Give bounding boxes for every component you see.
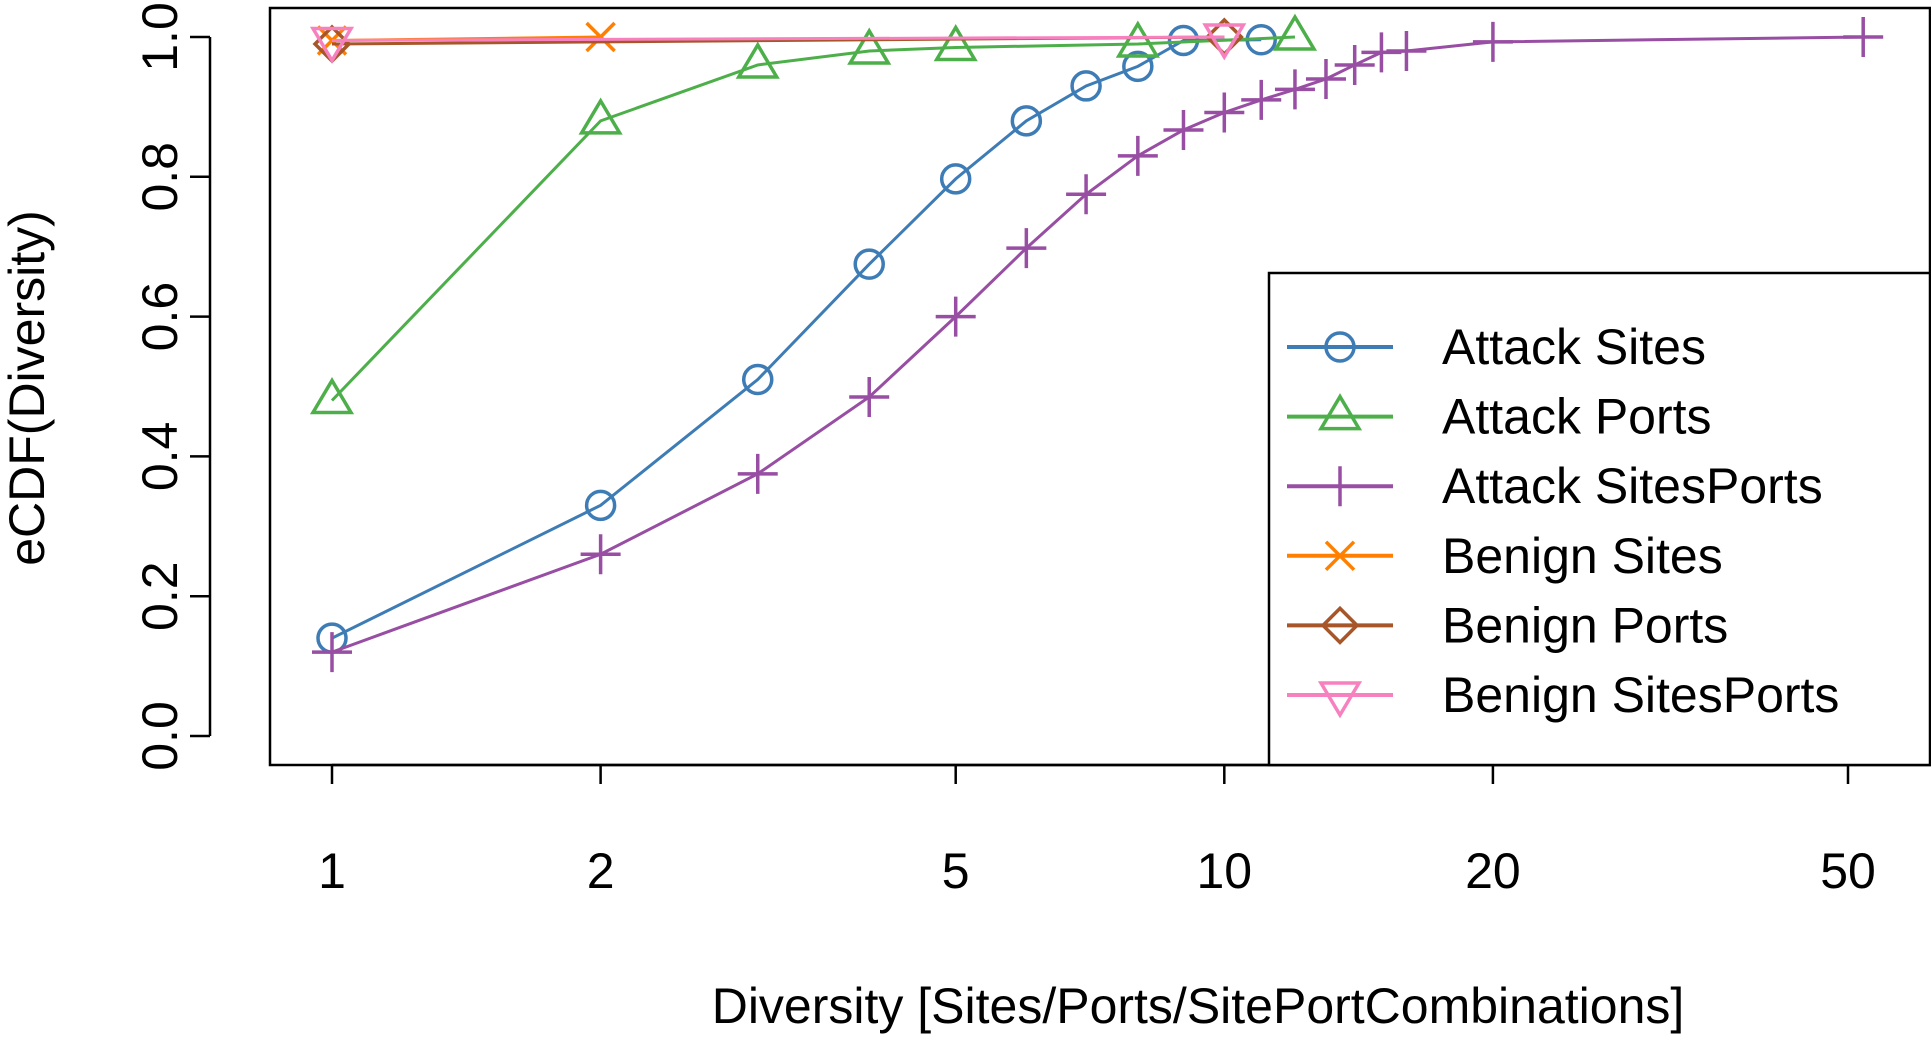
data-point-attack-sitesports <box>1274 69 1315 110</box>
x-tick-label: 1 <box>318 843 346 899</box>
data-point-attack-sitesports <box>312 632 352 673</box>
legend-label: Attack Ports <box>1442 389 1712 445</box>
legend-item-attack-sites: Attack Sites <box>1287 319 1706 375</box>
legend-item-benign-ports: Benign Ports <box>1287 597 1728 653</box>
legend: Attack Sites Attack Ports Attack SitesPort… <box>1267 271 1931 767</box>
data-point-attack-sites <box>939 163 972 195</box>
legend-marker <box>1324 331 1356 363</box>
legend-label: Benign Ports <box>1442 597 1728 653</box>
data-point-attack-sitesports <box>1117 135 1158 176</box>
legend-label: Benign SitesPorts <box>1442 667 1839 723</box>
data-point-benign-sitesports <box>309 26 355 64</box>
data-point-attack-sites <box>853 248 885 280</box>
y-tick-label: 0.2 <box>132 561 188 631</box>
legend-marker <box>1324 540 1356 572</box>
data-point-attack-ports <box>578 97 623 135</box>
legend-marker <box>1317 393 1363 431</box>
data-point-attack-ports <box>1115 20 1160 58</box>
y-tick-label: 0.6 <box>132 282 188 352</box>
series-line-attack-sites <box>331 38 1262 640</box>
y-axis-label: eCDF(Diversity) <box>0 210 55 566</box>
x-tick-label: 5 <box>942 843 970 899</box>
data-point-attack-sitesports <box>1305 58 1346 99</box>
data-point-attack-ports <box>847 27 892 65</box>
data-point-attack-sitesports <box>1163 109 1204 150</box>
y-tick-label: 0.4 <box>132 422 188 492</box>
legend-label: Attack Sites <box>1442 319 1706 375</box>
x-axis-label: Diversity [Sites/Ports/SitePortCombinati… <box>712 978 1685 1034</box>
legend-item-benign-sites: Benign Sites <box>1287 528 1723 584</box>
legend-label: Benign Sites <box>1442 528 1723 584</box>
data-point-attack-ports <box>309 377 355 415</box>
data-point-attack-sitesports <box>1843 17 1884 57</box>
data-point-attack-sitesports <box>1066 174 1107 215</box>
x-tick-label: 2 <box>587 843 615 899</box>
data-point-benign-sitesports <box>1202 23 1247 61</box>
data-point-attack-sites <box>741 363 774 396</box>
legend-box <box>1267 271 1931 767</box>
axes: 0.0 0.2 0.4 0.6 0.8 1.0 1 2 5 10 20 50 <box>132 2 1876 899</box>
data-point-attack-sitesports <box>935 296 976 337</box>
data-point-attack-sitesports <box>1006 228 1047 269</box>
series-attack-sites <box>316 24 1277 654</box>
legend-label: Attack SitesPorts <box>1442 458 1823 514</box>
x-tick-label: 10 <box>1196 843 1252 899</box>
data-point-attack-sitesports <box>849 376 890 417</box>
x-tick-label: 20 <box>1465 843 1521 899</box>
x-tick-label: 50 <box>1820 843 1876 899</box>
data-point-attack-sites <box>1122 50 1154 83</box>
y-tick-label: 0.0 <box>132 701 188 771</box>
y-tick-label: 0.8 <box>132 142 188 212</box>
series-line-benign-sitesports <box>331 35 1225 42</box>
legend-marker <box>1317 681 1363 719</box>
data-point-attack-ports <box>1272 13 1318 51</box>
legend-item-attack-ports: Attack Ports <box>1287 389 1712 445</box>
data-point-benign-sites <box>585 21 616 53</box>
data-point-attack-sitesports <box>1334 44 1375 85</box>
legend-item-benign-sitesports: Benign SitesPorts <box>1287 667 1839 723</box>
data-point-attack-sitesports <box>737 453 778 494</box>
series-line-attack-ports <box>330 35 1296 402</box>
data-point-attack-sites <box>584 489 617 522</box>
data-point-attack-sites <box>1010 105 1043 137</box>
data-point-attack-sites <box>1070 70 1102 102</box>
y-tick-label: 1.0 <box>132 2 188 72</box>
legend-marker <box>1320 466 1360 507</box>
series-layer <box>309 13 1884 673</box>
data-point-attack-sitesports <box>1386 30 1427 71</box>
data-point-attack-sitesports <box>580 534 621 575</box>
data-point-attack-ports <box>933 24 978 62</box>
legend-item-attack-sitesports: Attack SitesPorts <box>1287 458 1823 514</box>
series-benign-sitesports <box>309 23 1247 64</box>
data-point-attack-sitesports <box>1241 79 1282 120</box>
legend-marker <box>1320 605 1360 645</box>
data-point-attack-sitesports <box>1204 92 1245 133</box>
y-axis: 0.0 0.2 0.4 0.6 0.8 1.0 <box>132 2 212 771</box>
x-axis: 1 2 5 10 20 50 <box>318 763 1876 899</box>
series-attack-ports <box>309 13 1318 415</box>
data-point-attack-ports <box>735 41 780 79</box>
data-point-attack-sitesports <box>1472 21 1513 62</box>
series-attack-sitesports <box>312 17 1884 673</box>
